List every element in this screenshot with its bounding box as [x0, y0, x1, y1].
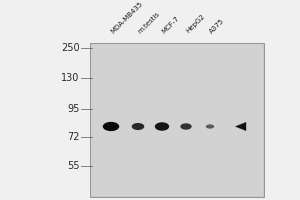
Text: 95: 95: [67, 104, 80, 114]
Bar: [90, 43, 264, 197]
Ellipse shape: [132, 123, 144, 130]
Bar: [91, 44, 263, 196]
Ellipse shape: [103, 122, 119, 131]
Text: HepG2: HepG2: [185, 13, 206, 34]
Text: 55: 55: [67, 161, 80, 171]
Polygon shape: [236, 122, 246, 131]
Text: 250: 250: [61, 43, 80, 53]
Ellipse shape: [155, 122, 169, 131]
Text: 72: 72: [67, 132, 80, 142]
Text: A375: A375: [209, 17, 226, 34]
Text: m.testis: m.testis: [137, 10, 161, 34]
Text: 130: 130: [61, 73, 80, 83]
Text: MCF-7: MCF-7: [161, 15, 180, 34]
Ellipse shape: [206, 124, 214, 129]
Ellipse shape: [180, 123, 192, 130]
Text: MDA-MB435: MDA-MB435: [110, 0, 144, 34]
